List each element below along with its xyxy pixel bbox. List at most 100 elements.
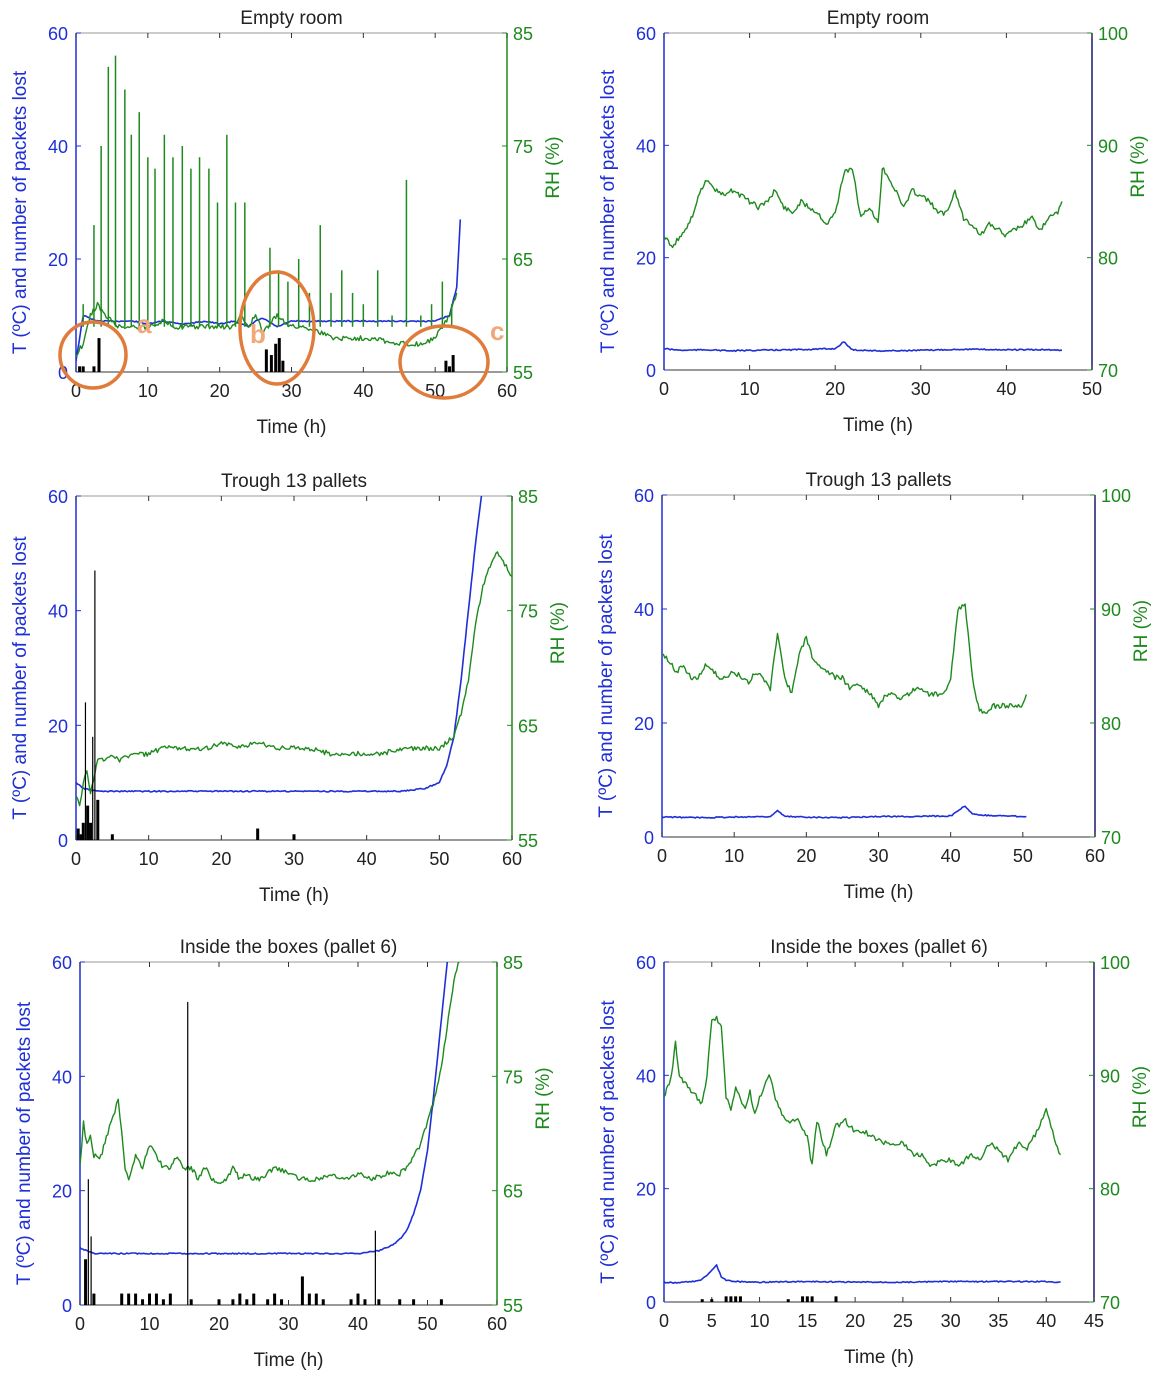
- y-left-axis-label: T (ºC) and number of packets lost: [598, 69, 619, 353]
- x-tick-label: 40: [357, 849, 377, 869]
- y-right-tick-label: 55: [518, 831, 538, 851]
- x-tick-label: 40: [348, 1314, 368, 1334]
- x-tick-label: 20: [825, 379, 845, 399]
- x-tick-label: 10: [138, 381, 158, 401]
- humidity-line: [662, 603, 1028, 714]
- x-tick-label: 50: [1013, 846, 1033, 866]
- y-right-tick-label: 75: [518, 602, 538, 622]
- annotation-circle: [58, 320, 128, 390]
- annotation-circle: [398, 324, 490, 400]
- chart-title: Inside the boxes (pallet 6): [180, 937, 398, 958]
- y-left-tick-label: 60: [636, 953, 656, 973]
- y-right-tick-label: 65: [513, 250, 533, 270]
- x-tick-label: 0: [71, 381, 81, 401]
- y-right-tick-label: 90: [1101, 600, 1121, 620]
- temperature-line: [80, 962, 449, 1255]
- y-right-axis-label: RH (%): [1128, 135, 1149, 197]
- x-tick-label: 60: [502, 849, 522, 869]
- x-tick-label: 40: [941, 846, 961, 866]
- x-tick-label: 50: [429, 849, 449, 869]
- plot-area: [664, 1015, 1062, 1302]
- x-tick-label: 20: [796, 846, 816, 866]
- y-right-tick-label: 85: [518, 487, 538, 507]
- x-tick-label: 35: [988, 1311, 1008, 1331]
- x-tick-label: 40: [1036, 1311, 1056, 1331]
- temperature-line: [662, 805, 1027, 820]
- chart-title: Inside the boxes (pallet 6): [770, 937, 988, 958]
- x-tick-label: 0: [659, 1311, 669, 1331]
- plot-area: [80, 962, 460, 1305]
- x-axis-label: Time (h): [253, 1350, 323, 1371]
- y-right-tick-label: 75: [503, 1067, 523, 1087]
- y-left-axis-label: T (ºC) and number of packets lost: [596, 534, 617, 818]
- y-left-tick-label: 20: [48, 250, 68, 270]
- y-left-tick-label: 20: [48, 716, 68, 736]
- chart-title: Empty room: [827, 8, 929, 29]
- y-right-tick-label: 75: [513, 137, 533, 157]
- plot-area: [664, 167, 1063, 353]
- x-tick-label: 40: [996, 379, 1016, 399]
- y-right-tick-label: 55: [513, 363, 533, 383]
- x-axis-label: Time (h): [256, 417, 326, 438]
- x-axis-label: Time (h): [843, 415, 913, 436]
- chart-panel-6: 0 5 10 15 20 25 30 35 40 45 0 20 40 60 70 80 90 100 Inside…: [598, 937, 1151, 1368]
- x-tick-label: 5: [707, 1311, 717, 1331]
- x-tick-label: 30: [278, 1314, 298, 1334]
- x-axis-label: Time (h): [843, 882, 913, 903]
- chart-panel-2: 0 10 20 30 40 50 0 20 40 60 70 80 90 100 Empty room Tim…: [598, 8, 1149, 436]
- y-right-tick-label: 100: [1098, 24, 1128, 44]
- y-right-tick-label: 65: [503, 1182, 523, 1202]
- y-right-tick-label: 90: [1098, 136, 1118, 156]
- x-tick-label: 15: [797, 1311, 817, 1331]
- humidity-line: [664, 1015, 1062, 1168]
- x-tick-label: 10: [139, 1314, 159, 1334]
- y-right-tick-label: 55: [503, 1296, 523, 1316]
- y-right-tick-label: 70: [1098, 361, 1118, 381]
- y-left-axis-label: T (ºC) and number of packets lost: [10, 70, 31, 354]
- x-tick-label: 10: [750, 1311, 770, 1331]
- y-right-axis-label: RH (%): [1131, 600, 1152, 662]
- y-left-tick-label: 20: [636, 1180, 656, 1200]
- y-left-tick-label: 40: [636, 136, 656, 156]
- annotation-label: a: [137, 309, 152, 339]
- x-tick-label: 20: [210, 381, 230, 401]
- y-left-tick-label: 40: [636, 1066, 656, 1086]
- y-left-tick-label: 0: [62, 1296, 72, 1316]
- y-left-tick-label: 20: [634, 714, 654, 734]
- y-left-tick-label: 40: [48, 602, 68, 622]
- y-left-axis-label: T (ºC) and number of packets lost: [14, 1001, 35, 1285]
- y-left-tick-label: 60: [48, 487, 68, 507]
- y-right-tick-label: 70: [1101, 828, 1121, 848]
- x-tick-label: 40: [353, 381, 373, 401]
- y-left-tick-label: 0: [646, 1293, 656, 1313]
- x-tick-label: 30: [911, 379, 931, 399]
- x-tick-label: 60: [487, 1314, 507, 1334]
- plot-area: [76, 55, 462, 372]
- y-left-tick-label: 20: [52, 1182, 72, 1202]
- x-tick-label: 30: [284, 849, 304, 869]
- y-right-axis-label: RH (%): [543, 136, 564, 198]
- humidity-line: [76, 551, 512, 807]
- temperature-line: [664, 341, 1063, 353]
- x-tick-label: 45: [1084, 1311, 1104, 1331]
- x-tick-label: 10: [724, 846, 744, 866]
- x-tick-label: 10: [740, 379, 760, 399]
- x-tick-label: 30: [281, 381, 301, 401]
- x-tick-label: 60: [1085, 846, 1105, 866]
- x-tick-label: 30: [868, 846, 888, 866]
- chart-title: Trough 13 pallets: [221, 471, 367, 492]
- y-left-tick-label: 0: [646, 361, 656, 381]
- y-right-tick-label: 100: [1100, 953, 1130, 973]
- y-right-tick-label: 80: [1101, 714, 1121, 734]
- x-tick-label: 30: [941, 1311, 961, 1331]
- y-left-tick-label: 0: [644, 828, 654, 848]
- annotation-label: c: [490, 316, 504, 346]
- humidity-line: [76, 292, 458, 358]
- y-right-tick-label: 85: [503, 953, 523, 973]
- x-tick-label: 20: [211, 849, 231, 869]
